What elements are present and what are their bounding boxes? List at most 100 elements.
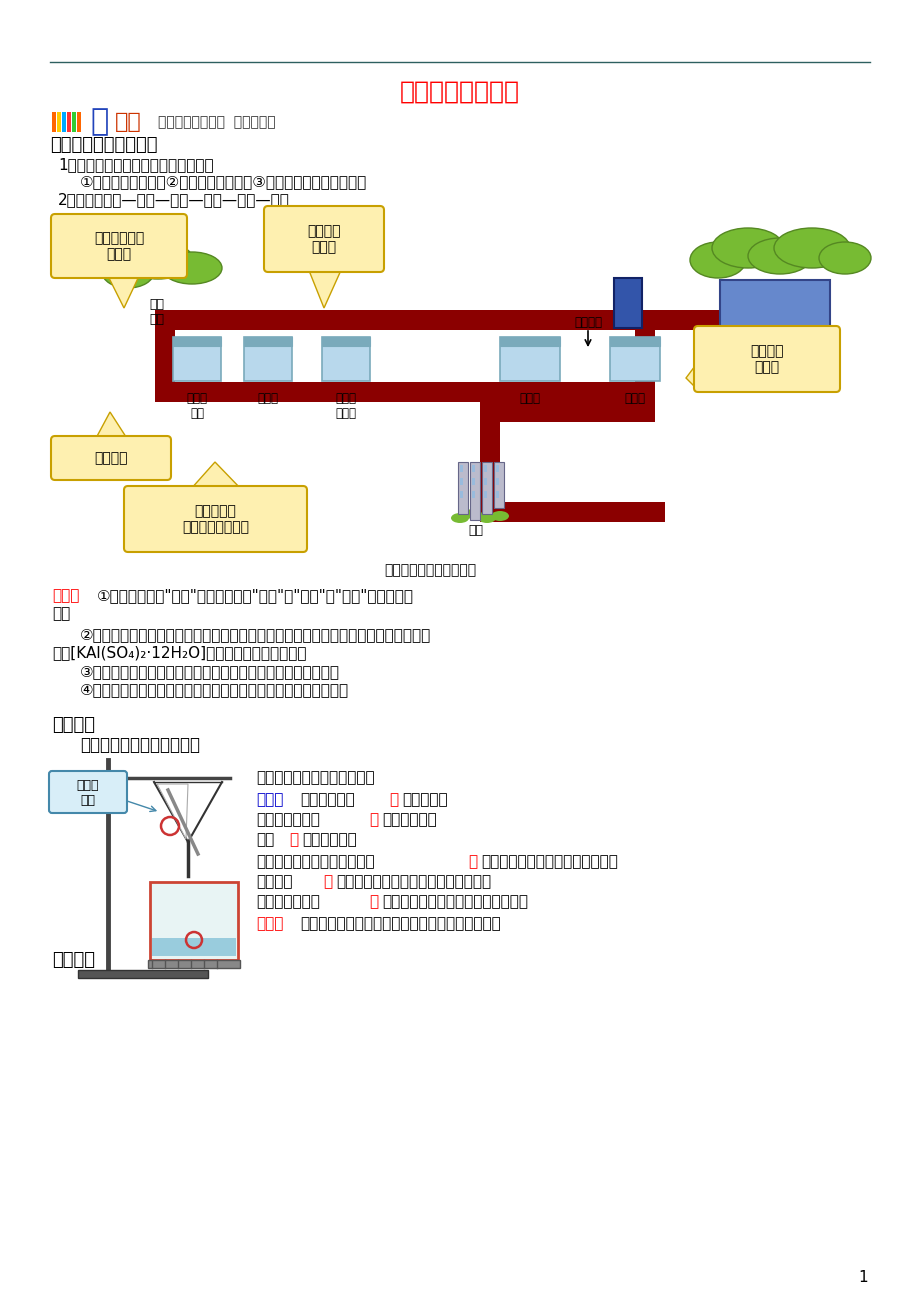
Text: 作用：
引流: 作用： 引流 xyxy=(76,779,99,807)
Text: 【重点难点易错点  点点精通】: 【重点难点易错点 点点精通】 xyxy=(158,115,276,129)
FancyBboxPatch shape xyxy=(609,337,659,381)
Text: 1．水的净化要解决的三个主要问题：: 1．水的净化要解决的三个主要问题： xyxy=(58,158,213,172)
FancyBboxPatch shape xyxy=(495,491,498,497)
Text: 玻璃棒紧: 玻璃棒紧 xyxy=(255,875,292,889)
Polygon shape xyxy=(190,462,242,490)
Text: 杀死残存
的细菌: 杀死残存 的细菌 xyxy=(749,344,783,374)
FancyBboxPatch shape xyxy=(77,112,81,132)
FancyBboxPatch shape xyxy=(720,280,829,335)
Text: 过滤池: 过滤池 xyxy=(257,392,278,405)
Text: 于漏斗边缘，: 于漏斗边缘， xyxy=(381,812,437,828)
Polygon shape xyxy=(150,881,238,960)
Text: 用户: 用户 xyxy=(468,523,483,536)
Text: ①除去不溶性杂质；②除去可溶性杂质；③除去有毒物和有害细菌。: ①除去不溶性杂质；②除去可溶性杂质；③除去有毒物和有害细菌。 xyxy=(80,174,367,190)
Text: 化。: 化。 xyxy=(52,607,70,621)
Text: 用于分离固液混合物的方法: 用于分离固液混合物的方法 xyxy=(80,736,199,754)
Text: 三、吸附: 三、吸附 xyxy=(52,950,95,969)
Text: 三层滤纸处（目的：防止戳破滤纸），: 三层滤纸处（目的：防止戳破滤纸）， xyxy=(335,875,491,889)
FancyBboxPatch shape xyxy=(634,310,819,329)
Text: 三靠：倾倒滤液的烧杯尖嘴紧: 三靠：倾倒滤液的烧杯尖嘴紧 xyxy=(255,854,374,870)
Ellipse shape xyxy=(102,256,153,288)
FancyBboxPatch shape xyxy=(152,937,236,956)
Text: 加絮
凝剂: 加絮 凝剂 xyxy=(149,298,165,326)
Text: 除去可溶性
杂质，颜色、异味: 除去可溶性 杂质，颜色、异味 xyxy=(182,504,249,534)
Text: 投药消毒: 投药消毒 xyxy=(573,315,601,328)
FancyBboxPatch shape xyxy=(173,337,221,381)
Text: ④经沉淀、过滤、吸附处理后的水并不是纯水，仍含可溶性杂质。: ④经沉淀、过滤、吸附处理后的水并不是纯水，仍含可溶性杂质。 xyxy=(80,682,348,698)
FancyBboxPatch shape xyxy=(499,337,560,346)
FancyBboxPatch shape xyxy=(154,329,175,381)
Ellipse shape xyxy=(478,513,495,523)
Ellipse shape xyxy=(747,238,811,273)
FancyBboxPatch shape xyxy=(458,462,468,514)
FancyBboxPatch shape xyxy=(322,337,369,346)
Text: 注意：: 注意： xyxy=(255,917,283,931)
Text: 过滤只能除去不溶性杂质，无法除去可溶性杂质。: 过滤只能除去不溶性杂质，无法除去可溶性杂质。 xyxy=(300,917,500,931)
Text: 漏斗下端管口紧: 漏斗下端管口紧 xyxy=(255,894,320,910)
FancyBboxPatch shape xyxy=(613,279,641,328)
FancyBboxPatch shape xyxy=(494,462,504,508)
Ellipse shape xyxy=(123,241,193,279)
Text: 低: 低 xyxy=(369,812,378,828)
Text: ①该过程中只有"消毒"是化学变化，"沉淀"、"过滤"、"吸附"均为物理变: ①该过程中只有"消毒"是化学变化，"沉淀"、"过滤"、"吸附"均为物理变 xyxy=(96,589,414,604)
FancyBboxPatch shape xyxy=(609,337,659,346)
Polygon shape xyxy=(308,268,342,309)
Polygon shape xyxy=(107,273,140,309)
FancyBboxPatch shape xyxy=(154,310,634,329)
Text: 配水泵: 配水泵 xyxy=(624,392,645,405)
Text: 靠: 靠 xyxy=(323,875,332,889)
FancyBboxPatch shape xyxy=(49,771,127,812)
Text: 操作要点：一贴、二低、三靠: 操作要点：一贴、二低、三靠 xyxy=(255,771,374,785)
Ellipse shape xyxy=(773,228,849,268)
FancyBboxPatch shape xyxy=(244,337,291,381)
FancyBboxPatch shape xyxy=(154,381,654,402)
Text: 玻璃棒（目的：防止液体溅出），: 玻璃棒（目的：防止液体溅出）， xyxy=(481,854,618,870)
FancyBboxPatch shape xyxy=(72,112,76,132)
Text: 沉淀杂质: 沉淀杂质 xyxy=(94,450,128,465)
FancyBboxPatch shape xyxy=(471,465,474,473)
FancyBboxPatch shape xyxy=(495,478,498,486)
FancyBboxPatch shape xyxy=(62,112,66,132)
FancyBboxPatch shape xyxy=(471,478,474,486)
Ellipse shape xyxy=(162,253,221,284)
Ellipse shape xyxy=(463,509,482,519)
Text: 说明：: 说明： xyxy=(255,793,283,807)
FancyBboxPatch shape xyxy=(471,491,474,497)
FancyBboxPatch shape xyxy=(124,486,307,552)
Text: 2．流程：取水—沉淀—过滤—吸附—消毒—配水: 2．流程：取水—沉淀—过滤—吸附—消毒—配水 xyxy=(58,193,289,207)
FancyBboxPatch shape xyxy=(483,478,486,486)
Text: 明矾[KAl(SO₄)₂·12H₂O]就是一种常见的絮凝剂。: 明矾[KAl(SO₄)₂·12H₂O]就是一种常见的絮凝剂。 xyxy=(52,646,306,660)
Ellipse shape xyxy=(450,513,469,523)
Text: 吸附水中悬浮
的杂质: 吸附水中悬浮 的杂质 xyxy=(94,230,144,262)
FancyBboxPatch shape xyxy=(52,112,56,132)
Polygon shape xyxy=(686,362,698,391)
Text: 漏斗内壁；: 漏斗内壁； xyxy=(402,793,448,807)
Text: 清水池: 清水池 xyxy=(519,392,540,405)
Polygon shape xyxy=(95,411,128,440)
FancyBboxPatch shape xyxy=(51,214,187,279)
FancyBboxPatch shape xyxy=(173,337,221,346)
Text: 活性炭
吸附池: 活性炭 吸附池 xyxy=(335,392,357,421)
FancyBboxPatch shape xyxy=(51,436,171,480)
Ellipse shape xyxy=(818,242,870,273)
FancyBboxPatch shape xyxy=(634,329,654,402)
Text: 除去不溶
性杂质: 除去不溶 性杂质 xyxy=(307,224,340,254)
Text: 剪析水的净化方法: 剪析水的净化方法 xyxy=(400,79,519,104)
FancyBboxPatch shape xyxy=(244,337,291,346)
FancyBboxPatch shape xyxy=(480,503,664,522)
Text: 贴: 贴 xyxy=(389,793,398,807)
FancyBboxPatch shape xyxy=(322,337,369,381)
Text: 低: 低 xyxy=(289,832,298,848)
FancyBboxPatch shape xyxy=(495,465,498,473)
FancyBboxPatch shape xyxy=(264,206,383,272)
Text: 析: 析 xyxy=(90,108,108,137)
Text: 靠: 靠 xyxy=(468,854,477,870)
Ellipse shape xyxy=(689,242,745,279)
Text: 二低：滤纸边缘: 二低：滤纸边缘 xyxy=(255,812,320,828)
Text: 自来水厂净水过程示意图: 自来水厂净水过程示意图 xyxy=(383,562,475,577)
Text: 反应沉
淀池: 反应沉 淀池 xyxy=(187,392,208,421)
FancyBboxPatch shape xyxy=(148,960,240,967)
Text: 二、过滤: 二、过滤 xyxy=(52,716,95,734)
Text: 取水口: 取水口 xyxy=(617,311,638,324)
FancyBboxPatch shape xyxy=(482,462,492,514)
